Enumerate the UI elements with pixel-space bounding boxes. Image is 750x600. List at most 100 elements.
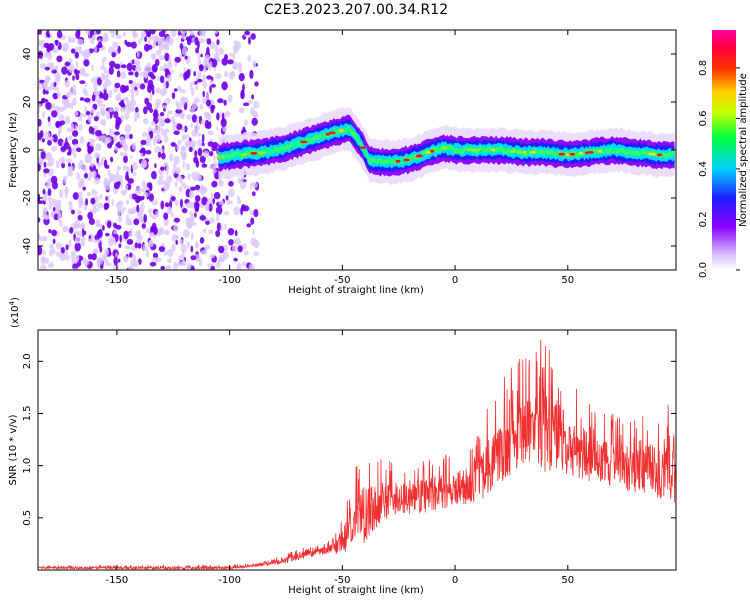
noise-speckle <box>199 104 204 110</box>
noise-speckle <box>115 34 122 39</box>
snr-plot-area <box>38 339 676 570</box>
noise-speckle <box>130 227 133 235</box>
noise-speckle <box>81 113 87 118</box>
snr-y-tick-label: 0.5 <box>22 510 33 526</box>
noise-speckle <box>184 55 188 60</box>
noise-speckle <box>175 199 179 207</box>
noise-speckle <box>252 100 260 109</box>
noise-speckle <box>117 181 121 186</box>
noise-speckle <box>174 217 180 223</box>
noise-speckle <box>103 118 106 127</box>
noise-speckle <box>69 37 76 43</box>
noise-speckle <box>244 30 251 36</box>
noise-speckle <box>184 70 190 79</box>
noise-speckle <box>114 63 121 70</box>
noise-speckle <box>91 253 97 261</box>
spectrogram-y-label: Frequency (Hz) <box>8 112 19 188</box>
noise-speckle <box>68 58 73 64</box>
noise-speckle <box>251 191 256 197</box>
noise-speckle <box>56 160 60 169</box>
noise-speckle <box>175 169 180 174</box>
noise-speckle <box>136 82 141 88</box>
noise-speckle <box>176 102 182 111</box>
noise-speckle <box>141 180 146 188</box>
noise-speckle <box>64 61 71 67</box>
spectrogram-y-tick-label: 40 <box>22 48 33 61</box>
noise-speckle <box>72 192 79 200</box>
noise-speckle <box>123 230 129 240</box>
noise-speckle <box>215 230 221 238</box>
noise-speckle <box>233 257 238 262</box>
noise-speckle <box>141 30 147 38</box>
signal-peak <box>516 150 523 154</box>
noise-speckle <box>78 191 83 199</box>
noise-speckle <box>232 61 239 70</box>
noise-speckle <box>73 223 77 230</box>
noise-speckle <box>74 143 79 148</box>
signal-peak <box>240 153 248 156</box>
noise-speckle <box>99 107 106 116</box>
noise-speckle <box>179 72 184 78</box>
noise-speckle <box>152 53 157 62</box>
noise-speckle <box>134 242 139 249</box>
noise-speckle <box>102 92 109 101</box>
signal-peak <box>403 158 410 162</box>
noise-speckle <box>38 30 42 35</box>
noise-speckle <box>41 98 49 103</box>
noise-speckle <box>180 244 188 253</box>
noise-speckle <box>205 54 210 62</box>
noise-speckle <box>81 165 88 172</box>
noise-speckle <box>76 256 80 261</box>
noise-speckle <box>141 223 146 229</box>
noise-speckle <box>124 112 130 120</box>
noise-speckle <box>102 225 105 231</box>
noise-speckle <box>167 258 173 264</box>
noise-speckle <box>43 51 49 58</box>
noise-speckle <box>65 244 69 251</box>
noise-speckle <box>113 111 119 119</box>
signal-peak <box>442 146 447 150</box>
noise-speckle <box>220 118 227 128</box>
noise-speckle <box>38 245 43 256</box>
noise-speckle <box>160 127 164 132</box>
noise-speckle <box>116 165 122 171</box>
noise-speckle <box>250 237 258 247</box>
snr-x-tick-label: -100 <box>218 575 241 586</box>
noise-speckle <box>143 43 150 52</box>
noise-speckle <box>214 30 219 34</box>
noise-speckle <box>134 112 140 119</box>
noise-speckle <box>134 71 139 78</box>
noise-speckle <box>38 132 42 141</box>
noise-speckle <box>108 108 114 113</box>
noise-speckle <box>175 240 178 245</box>
snr-series-line <box>38 339 676 570</box>
noise-speckle <box>146 182 153 189</box>
signal-peak <box>585 151 589 155</box>
noise-speckle <box>117 215 123 223</box>
noise-speckle <box>72 75 75 81</box>
noise-speckle <box>200 120 206 125</box>
noise-speckle <box>85 110 91 116</box>
noise-speckle <box>127 208 134 215</box>
noise-speckle <box>148 208 153 215</box>
noise-speckle <box>173 224 179 233</box>
signal-peak <box>611 148 617 152</box>
noise-speckle <box>46 162 54 167</box>
noise-speckle <box>207 130 214 136</box>
noise-speckle <box>113 30 119 36</box>
signal-peak <box>351 131 355 135</box>
noise-speckle <box>125 41 132 48</box>
noise-speckle <box>218 245 225 254</box>
noise-speckle <box>251 94 255 100</box>
signal-peak <box>601 149 606 153</box>
noise-speckle <box>88 218 95 225</box>
noise-speckle <box>159 66 166 72</box>
noise-speckle <box>126 238 134 245</box>
noise-speckle <box>87 141 91 149</box>
noise-speckle <box>146 30 152 38</box>
noise-speckle <box>61 156 65 162</box>
noise-speckle <box>90 108 96 114</box>
signal-peak <box>425 150 431 154</box>
noise-speckle <box>97 257 103 266</box>
noise-speckle <box>208 202 213 212</box>
